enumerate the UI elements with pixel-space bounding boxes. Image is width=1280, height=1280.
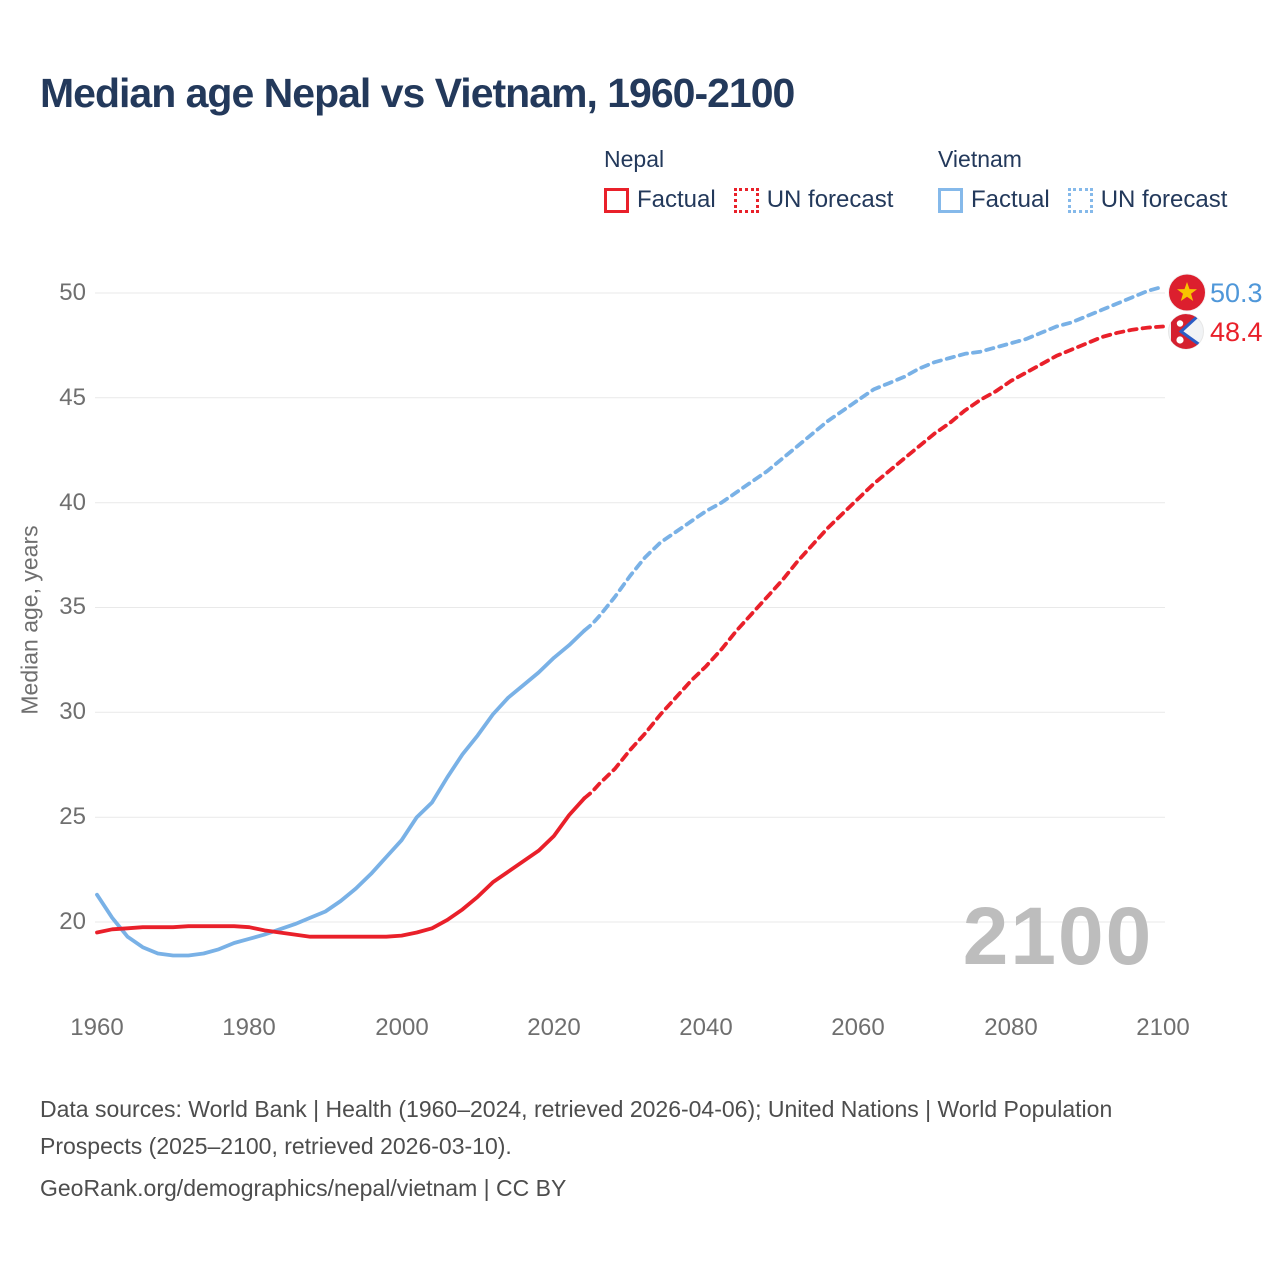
watermark: 2100	[963, 891, 1153, 982]
ytick-40: 40	[59, 489, 86, 516]
nepal-factual-label: Factual	[637, 186, 716, 213]
nepal-factual-swatch-icon	[604, 187, 629, 213]
legend-vietnam: Vietnam Factual UN forecast	[938, 146, 1227, 214]
series-lines	[95, 284, 1165, 958]
legend-nepal-row: Factual UN forecast	[604, 186, 893, 214]
xtick-2020: 2020	[527, 1014, 581, 1041]
legend-vietnam-row: Factual UN forecast	[938, 186, 1227, 214]
ytick-20: 20	[59, 908, 86, 935]
nepal-factual-line	[95, 796, 587, 939]
vietnam-forecast-swatch-icon	[1067, 187, 1093, 213]
page-title: Median age Nepal vs Vietnam, 1960-2100	[40, 70, 795, 116]
footer: Data sources: World Bank | Health (1960–…	[40, 1091, 1170, 1207]
nepal-flag-icon	[1168, 313, 1204, 350]
vietnam-forecast-label: UN forecast	[1100, 186, 1228, 213]
y-axis-title: Median age, years	[16, 525, 43, 715]
ytick-45: 45	[59, 384, 86, 411]
attribution-text: GeoRank.org/demographics/nepal/vietnam |…	[40, 1175, 567, 1201]
xtick-2080: 2080	[984, 1014, 1038, 1041]
nepal-forecast-label: UN forecast	[766, 186, 894, 213]
legend-nepal-title: Nepal	[604, 146, 665, 172]
nepal-end-value: 48.4	[1210, 317, 1263, 347]
legend-vietnam-title: Vietnam	[938, 146, 1022, 172]
legend-nepal: Nepal Factual UN forecast	[604, 146, 893, 214]
nepal-forecast-swatch-icon	[733, 187, 759, 213]
xtick-2060: 2060	[831, 1014, 885, 1041]
ytick-25: 25	[59, 803, 86, 830]
xtick-2000: 2000	[375, 1014, 429, 1041]
ytick-30: 30	[59, 698, 86, 725]
xtick-1960: 1960	[70, 1014, 124, 1041]
vietnam-factual-line	[95, 628, 587, 958]
nepal-un-forecast-line	[582, 324, 1165, 801]
data-sources-text: Data sources: World Bank | Health (1960–…	[40, 1096, 1113, 1159]
vietnam-un-forecast-line	[582, 284, 1165, 633]
gridlines	[95, 292, 1165, 923]
xtick-2100: 2100	[1136, 1014, 1190, 1041]
vietnam-factual-swatch-icon	[938, 187, 963, 213]
vietnam-factual-label: Factual	[971, 186, 1050, 213]
xtick-2040: 2040	[679, 1014, 733, 1041]
ytick-50: 50	[59, 279, 86, 306]
vietnam-end-value: 50.3	[1210, 278, 1263, 308]
ytick-35: 35	[59, 593, 86, 620]
xtick-1980: 1980	[222, 1014, 276, 1041]
vietnam-flag-icon	[1168, 273, 1206, 312]
